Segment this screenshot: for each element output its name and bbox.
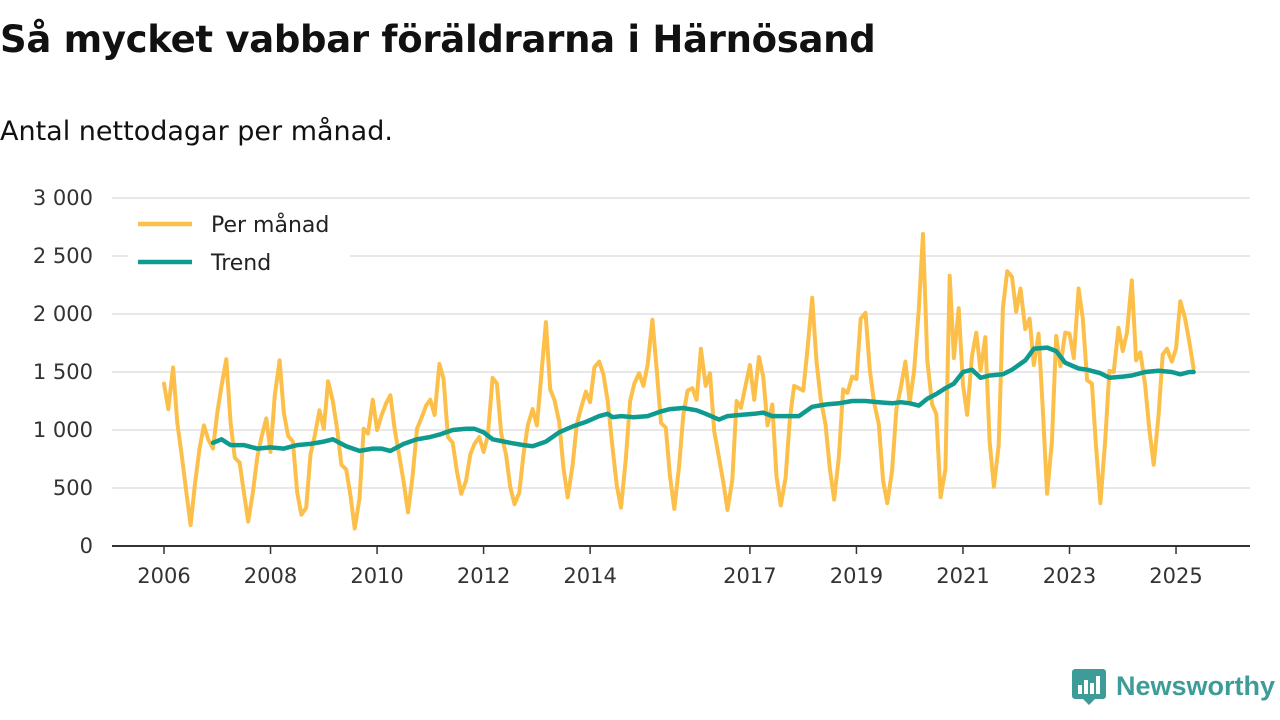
x-tick-label: 2021 [936,564,989,588]
y-tick-label: 500 [53,476,93,500]
x-tick-label: 2006 [137,564,190,588]
legend-label: Per månad [211,212,329,238]
chart-title: Så mycket vabbar föräldrarna i Härnösand [0,18,876,61]
newsworthy-brand: Newsworthy [1072,666,1275,706]
brand-name: Newsworthy [1116,670,1276,701]
chart-subtitle: Antal nettodagar per månad. [0,116,393,147]
newsworthy-logo-icon [1072,669,1106,705]
x-tick-label: 2017 [723,564,776,588]
series-line-trend [210,345,1196,454]
x-tick-label: 2019 [830,564,883,588]
x-tick-label: 2014 [563,564,616,588]
data-series [162,232,1196,531]
x-tick-label: 2010 [350,564,403,588]
series-line-per-manad [162,232,1196,531]
y-axis: 0 500 1 000 1 500 2 000 2 500 3 000 [33,186,93,558]
x-tick-label: 2023 [1043,564,1096,588]
x-tick-label: 2008 [244,564,297,588]
y-tick-label: 0 [80,534,93,558]
y-tick-label: 1 000 [33,418,93,442]
x-tick-label: 2012 [457,564,510,588]
x-axis: 2006 2008 2010 2012 2014 2017 2019 2021 2023 2025 [112,545,1250,588]
x-tick-label: 2025 [1149,564,1202,588]
legend-background [128,206,350,282]
legend: Per månad Trend [128,206,350,282]
y-tick-label: 3 000 [33,186,93,210]
legend-label: Trend [210,251,271,276]
y-tick-label: 2 500 [33,244,93,268]
y-tick-label: 2 000 [33,302,93,326]
y-tick-label: 1 500 [33,360,93,384]
